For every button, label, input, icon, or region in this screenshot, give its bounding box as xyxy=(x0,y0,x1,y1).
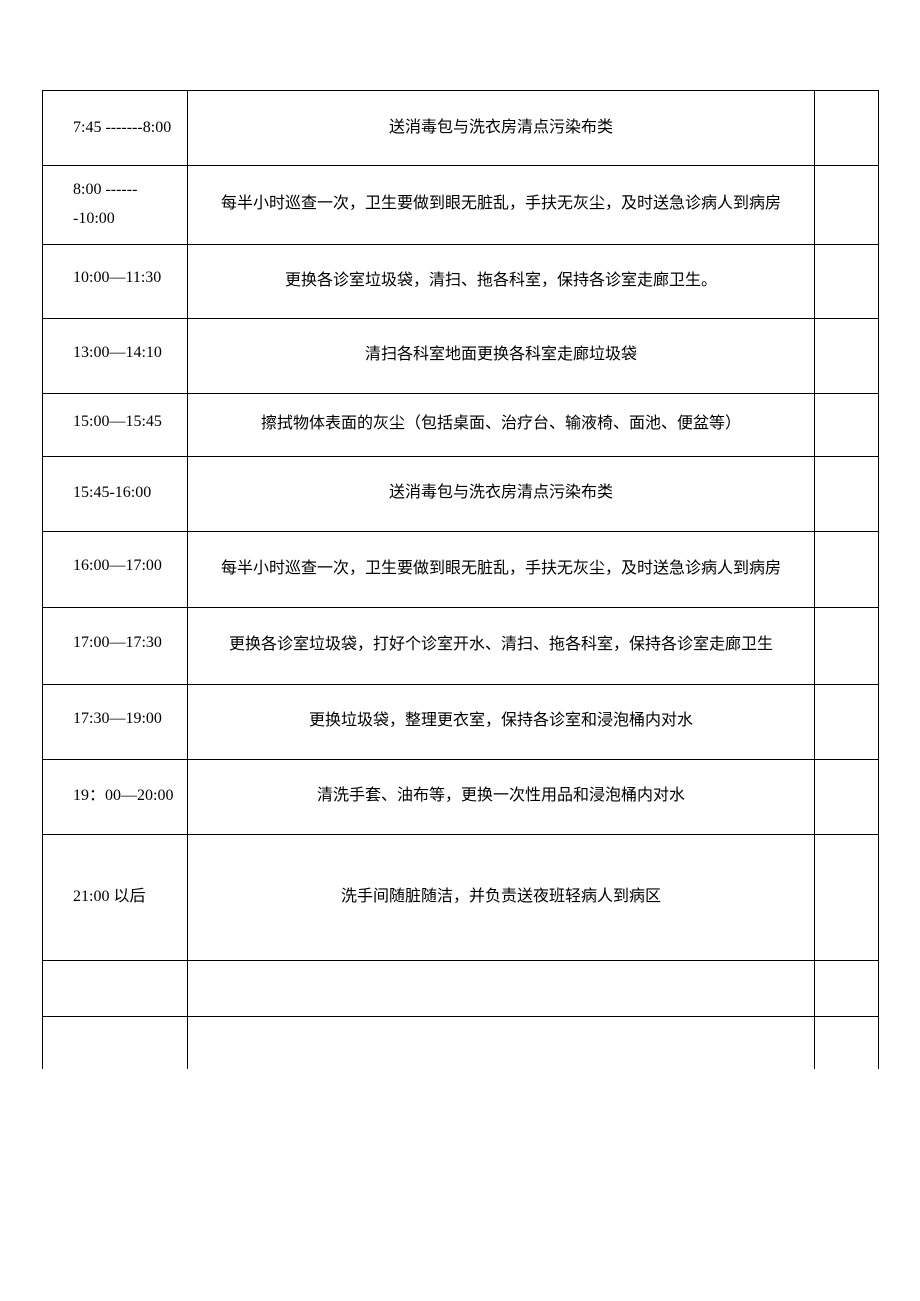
schedule-table: 7:45 -------8:00 送消毒包与洗衣房清点污染布类 8:00 ---… xyxy=(42,90,879,1069)
time-cell: 16:00—17:00 xyxy=(43,531,188,607)
empty-cell xyxy=(815,456,879,531)
table-row xyxy=(43,1016,879,1069)
empty-cell xyxy=(815,759,879,834)
time-cell: 17:00—17:30 xyxy=(43,607,188,684)
empty-cell xyxy=(815,684,879,759)
table-row: 10:00—11:30 更换各诊室垃圾袋，清扫、拖各科室，保持各诊室走廊卫生。 xyxy=(43,244,879,318)
table-row: 8:00 -------10:00 每半小时巡查一次，卫生要做到眼无脏乱，手扶无… xyxy=(43,166,879,245)
task-cell: 清扫各科室地面更换各科室走廊垃圾袋 xyxy=(188,318,815,393)
empty-cell xyxy=(815,318,879,393)
task-cell: 送消毒包与洗衣房清点污染布类 xyxy=(188,456,815,531)
empty-cell xyxy=(815,91,879,166)
table-row: 7:45 -------8:00 送消毒包与洗衣房清点污染布类 xyxy=(43,91,879,166)
empty-cell xyxy=(815,834,879,960)
time-cell: 21:00 以后 xyxy=(43,834,188,960)
task-cell: 更换垃圾袋，整理更衣室，保持各诊室和浸泡桶内对水 xyxy=(188,684,815,759)
task-cell: 洗手间随脏随洁，并负责送夜班轻病人到病区 xyxy=(188,834,815,960)
empty-cell xyxy=(815,1016,879,1069)
task-cell: 清洗手套、油布等，更换一次性用品和浸泡桶内对水 xyxy=(188,759,815,834)
task-cell: 送消毒包与洗衣房清点污染布类 xyxy=(188,91,815,166)
table-row: 17:00—17:30 更换各诊室垃圾袋，打好个诊室开水、清扫、拖各科室，保持各… xyxy=(43,607,879,684)
task-cell xyxy=(188,960,815,1016)
task-cell: 更换各诊室垃圾袋，清扫、拖各科室，保持各诊室走廊卫生。 xyxy=(188,244,815,318)
time-cell: 15:45-16:00 xyxy=(43,456,188,531)
time-cell: 7:45 -------8:00 xyxy=(43,91,188,166)
empty-cell xyxy=(815,607,879,684)
empty-cell xyxy=(815,244,879,318)
task-cell: 每半小时巡查一次，卫生要做到眼无脏乱，手扶无灰尘，及时送急诊病人到病房 xyxy=(188,166,815,245)
time-cell: 19：00—20:00 xyxy=(43,759,188,834)
time-cell: 10:00—11:30 xyxy=(43,244,188,318)
task-cell: 更换各诊室垃圾袋，打好个诊室开水、清扫、拖各科室，保持各诊室走廊卫生 xyxy=(188,607,815,684)
time-cell: 8:00 -------10:00 xyxy=(43,166,188,245)
time-cell: 17:30—19:00 xyxy=(43,684,188,759)
empty-cell xyxy=(815,166,879,245)
time-cell xyxy=(43,960,188,1016)
time-cell xyxy=(43,1016,188,1069)
table-row: 13:00—14:10 清扫各科室地面更换各科室走廊垃圾袋 xyxy=(43,318,879,393)
table-row: 16:00—17:00 每半小时巡查一次，卫生要做到眼无脏乱，手扶无灰尘，及时送… xyxy=(43,531,879,607)
time-cell: 15:00—15:45 xyxy=(43,393,188,456)
empty-cell xyxy=(815,393,879,456)
task-cell: 擦拭物体表面的灰尘（包括桌面、治疗台、输液椅、面池、便盆等） xyxy=(188,393,815,456)
empty-cell xyxy=(815,960,879,1016)
table-row: 15:00—15:45 擦拭物体表面的灰尘（包括桌面、治疗台、输液椅、面池、便盆… xyxy=(43,393,879,456)
table-row: 21:00 以后 洗手间随脏随洁，并负责送夜班轻病人到病区 xyxy=(43,834,879,960)
time-cell: 13:00—14:10 xyxy=(43,318,188,393)
task-cell xyxy=(188,1016,815,1069)
table-row: 17:30—19:00 更换垃圾袋，整理更衣室，保持各诊室和浸泡桶内对水 xyxy=(43,684,879,759)
table-row xyxy=(43,960,879,1016)
empty-cell xyxy=(815,531,879,607)
table-row: 15:45-16:00 送消毒包与洗衣房清点污染布类 xyxy=(43,456,879,531)
task-cell: 每半小时巡查一次，卫生要做到眼无脏乱，手扶无灰尘，及时送急诊病人到病房 xyxy=(188,531,815,607)
table-row: 19：00—20:00 清洗手套、油布等，更换一次性用品和浸泡桶内对水 xyxy=(43,759,879,834)
